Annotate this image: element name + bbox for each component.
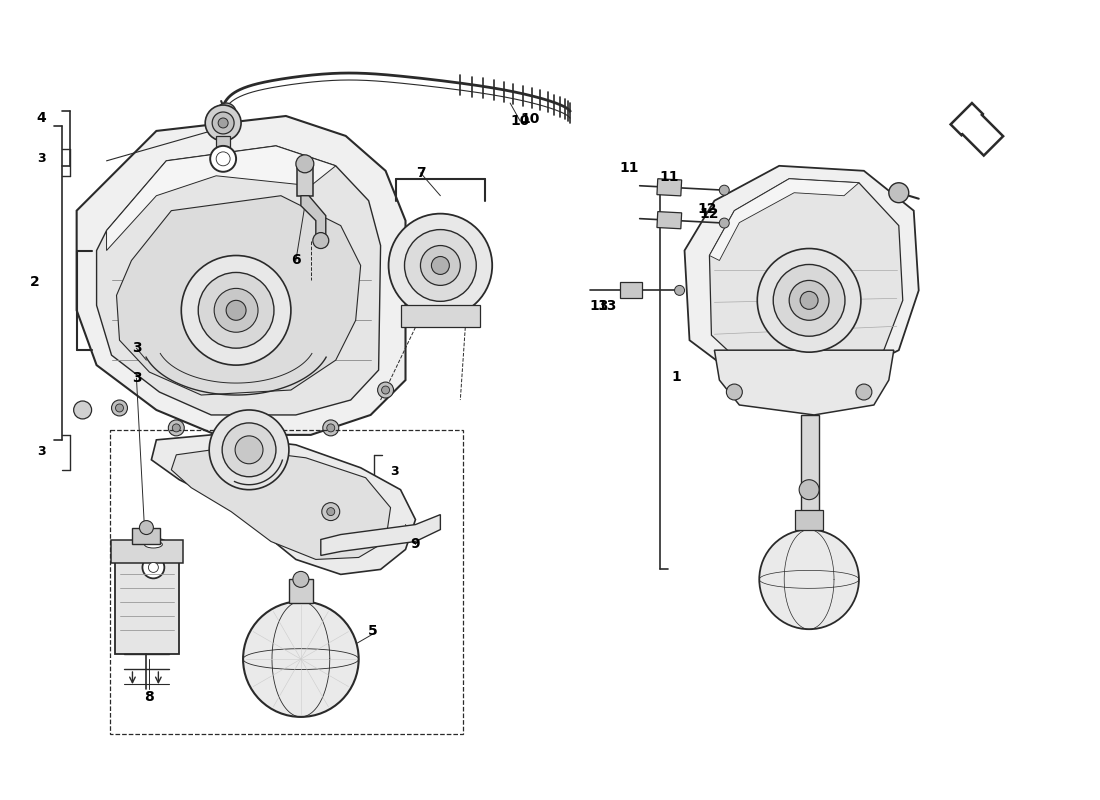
Text: 11: 11 (660, 170, 679, 184)
Circle shape (405, 230, 476, 302)
Circle shape (799, 480, 820, 500)
Polygon shape (152, 435, 416, 574)
Circle shape (209, 410, 289, 490)
Circle shape (757, 249, 861, 352)
Polygon shape (117, 196, 361, 395)
Ellipse shape (144, 541, 163, 548)
Circle shape (217, 152, 230, 166)
Polygon shape (657, 178, 682, 196)
Polygon shape (710, 178, 859, 261)
Circle shape (856, 384, 872, 400)
Circle shape (168, 420, 185, 436)
Polygon shape (97, 146, 381, 415)
Bar (289, 579, 312, 603)
Circle shape (773, 265, 845, 336)
Circle shape (182, 255, 290, 365)
Text: 9: 9 (410, 538, 420, 551)
Bar (400, 306, 481, 327)
Circle shape (800, 291, 818, 310)
Bar (795, 510, 823, 530)
Text: 6: 6 (292, 254, 300, 267)
Circle shape (243, 602, 359, 717)
Circle shape (431, 257, 450, 274)
Text: 10: 10 (510, 114, 530, 128)
Polygon shape (301, 196, 326, 241)
Circle shape (210, 146, 236, 172)
Text: 8: 8 (144, 690, 154, 704)
Text: 4: 4 (36, 111, 46, 125)
Text: 13: 13 (597, 299, 617, 314)
Circle shape (719, 218, 729, 228)
Ellipse shape (139, 538, 168, 550)
Bar (114, 559, 179, 654)
Circle shape (293, 571, 309, 587)
Circle shape (198, 273, 274, 348)
Circle shape (377, 382, 394, 398)
Circle shape (674, 286, 684, 295)
Circle shape (312, 233, 329, 249)
Circle shape (889, 182, 909, 202)
Text: 7: 7 (416, 166, 426, 180)
Text: 3: 3 (132, 341, 141, 355)
Text: 11: 11 (619, 161, 639, 175)
Circle shape (388, 214, 492, 318)
Text: 5: 5 (367, 624, 377, 638)
Polygon shape (172, 448, 390, 559)
Circle shape (217, 103, 236, 123)
Text: 12: 12 (700, 206, 719, 221)
Circle shape (212, 112, 234, 134)
Circle shape (296, 155, 314, 173)
Circle shape (222, 423, 276, 477)
Circle shape (327, 424, 334, 432)
Bar (801, 415, 820, 525)
Circle shape (322, 420, 339, 436)
Text: 2: 2 (30, 275, 40, 290)
Text: 3: 3 (36, 152, 45, 166)
Bar (619, 282, 641, 298)
Polygon shape (714, 350, 894, 415)
Circle shape (116, 404, 123, 412)
Text: 1: 1 (672, 370, 681, 384)
Polygon shape (684, 166, 918, 385)
Circle shape (726, 384, 742, 400)
Circle shape (327, 508, 334, 515)
Text: 10: 10 (520, 112, 539, 126)
Text: 13: 13 (590, 299, 609, 314)
Bar (110, 430, 463, 734)
Text: 12: 12 (697, 202, 717, 216)
Bar (297, 166, 312, 196)
Circle shape (148, 562, 158, 572)
Circle shape (218, 118, 228, 128)
Circle shape (227, 300, 246, 320)
Circle shape (206, 105, 241, 141)
Circle shape (382, 386, 389, 394)
Polygon shape (710, 178, 903, 375)
Circle shape (420, 246, 460, 286)
Text: 3: 3 (390, 466, 399, 478)
Polygon shape (107, 146, 336, 250)
Circle shape (111, 400, 128, 416)
Polygon shape (77, 116, 406, 435)
Bar (132, 527, 161, 543)
Circle shape (322, 502, 340, 521)
Circle shape (173, 424, 180, 432)
Circle shape (789, 281, 829, 320)
Bar (110, 539, 184, 563)
Text: 3: 3 (132, 371, 141, 385)
Circle shape (759, 530, 859, 630)
Bar (217, 136, 230, 154)
Polygon shape (950, 103, 1003, 155)
Circle shape (140, 521, 153, 534)
Polygon shape (657, 211, 682, 229)
Circle shape (74, 401, 91, 419)
Text: 3: 3 (36, 446, 45, 458)
Circle shape (142, 557, 164, 578)
Circle shape (214, 288, 258, 332)
Polygon shape (321, 514, 440, 555)
Circle shape (235, 436, 263, 464)
Circle shape (719, 185, 729, 195)
